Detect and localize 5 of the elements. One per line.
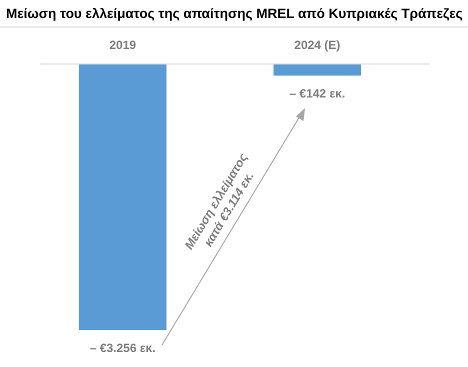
data-label: – €142 εκ. (289, 86, 346, 101)
x-tick-label: 2019 (109, 38, 136, 52)
chart-title: Μείωση του ελλείματος της απαίτησης MREL από Κυπριακές Τράπεζες (6, 6, 463, 21)
data-label: – €3.256 εκ. (90, 341, 156, 355)
x-tick-label: 2024 (E) (294, 38, 340, 52)
